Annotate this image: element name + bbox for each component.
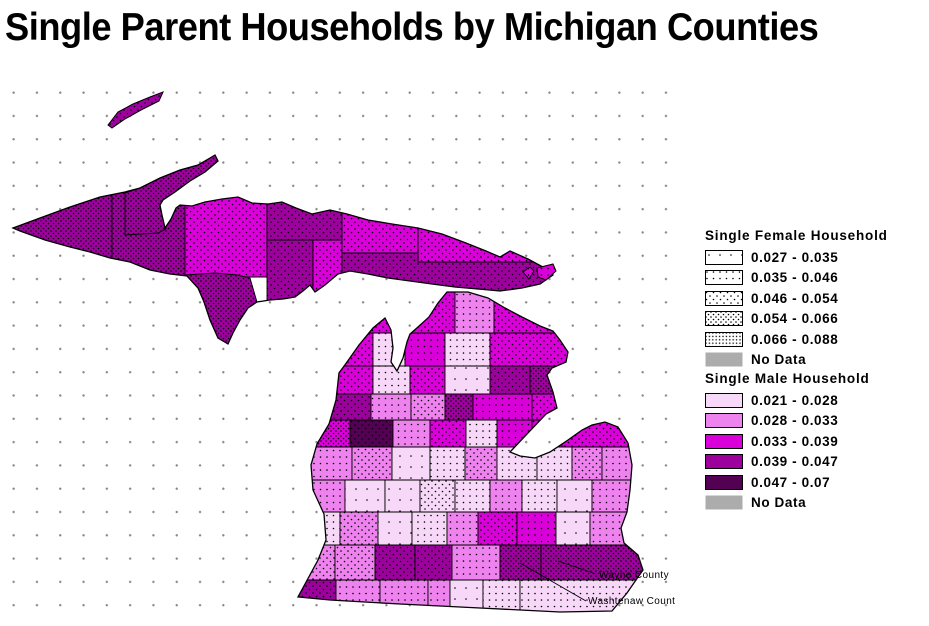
legend-swatch (705, 352, 743, 367)
legend-swatch (705, 413, 743, 429)
legend-swatch (705, 290, 743, 306)
legend-label: 0.027 - 0.035 (751, 249, 839, 265)
county-annotation: Wayne County (599, 570, 669, 581)
female-legend-header: Single Female Household (705, 228, 888, 243)
legend-swatch (705, 249, 743, 265)
legend-row: 0.039 - 0.047 (703, 452, 929, 473)
annotation-leader-line (519, 562, 587, 602)
legend-row: 0.033 - 0.039 (703, 431, 929, 452)
legend-row: 0.047 - 0.07 (703, 472, 929, 493)
legend-label: 0.066 - 0.088 (751, 331, 839, 347)
legend-row: No Data (703, 493, 929, 514)
page-title: Single Parent Households by Michigan Cou… (5, 6, 819, 49)
legend-label: No Data (751, 352, 807, 368)
legend-row: 0.035 - 0.046 (703, 268, 929, 289)
legend-row: 0.046 - 0.054 (703, 288, 929, 309)
legend-label: 0.046 - 0.054 (751, 290, 839, 306)
legend-label: 0.028 - 0.033 (751, 413, 839, 429)
county-annotation: Washtenaw Count (588, 596, 675, 607)
legend-label: 0.047 - 0.07 (751, 474, 831, 490)
legend-swatch (705, 311, 743, 327)
legend-swatch (705, 270, 743, 286)
legend-row: No Data (703, 350, 929, 371)
legend-label: 0.035 - 0.046 (751, 270, 839, 286)
legend-row: 0.021 - 0.028 (703, 390, 929, 411)
legend-label: No Data (751, 495, 807, 511)
lower-peninsula (298, 292, 643, 612)
legend-label: 0.033 - 0.039 (751, 433, 839, 449)
female-legend-rows: 0.027 - 0.035 0.035 - 0.046 0.046 - 0.05… (703, 247, 929, 370)
legend-swatch (705, 474, 743, 490)
legend-label: 0.039 - 0.047 (751, 454, 839, 470)
legend-swatch (705, 433, 743, 449)
legend-label: 0.021 - 0.028 (751, 392, 839, 408)
legend-row: 0.054 - 0.066 (703, 309, 929, 330)
legend-row: 0.066 - 0.088 (703, 329, 929, 350)
legend-label: 0.054 - 0.066 (751, 311, 839, 327)
legend-row: 0.028 - 0.033 (703, 411, 929, 432)
legend-swatch (705, 495, 743, 510)
male-legend-rows: 0.021 - 0.028 0.028 - 0.033 0.033 - 0.03… (703, 390, 929, 513)
annotation-leader-line (557, 560, 597, 575)
legend-swatch (705, 454, 743, 470)
legend-swatch (705, 392, 743, 408)
male-legend-header: Single Male Household (705, 371, 870, 386)
legend-swatch (705, 331, 743, 347)
legend: Single Female Household 0.027 - 0.035 0.… (703, 227, 929, 513)
legend-row: 0.027 - 0.035 (703, 247, 929, 268)
